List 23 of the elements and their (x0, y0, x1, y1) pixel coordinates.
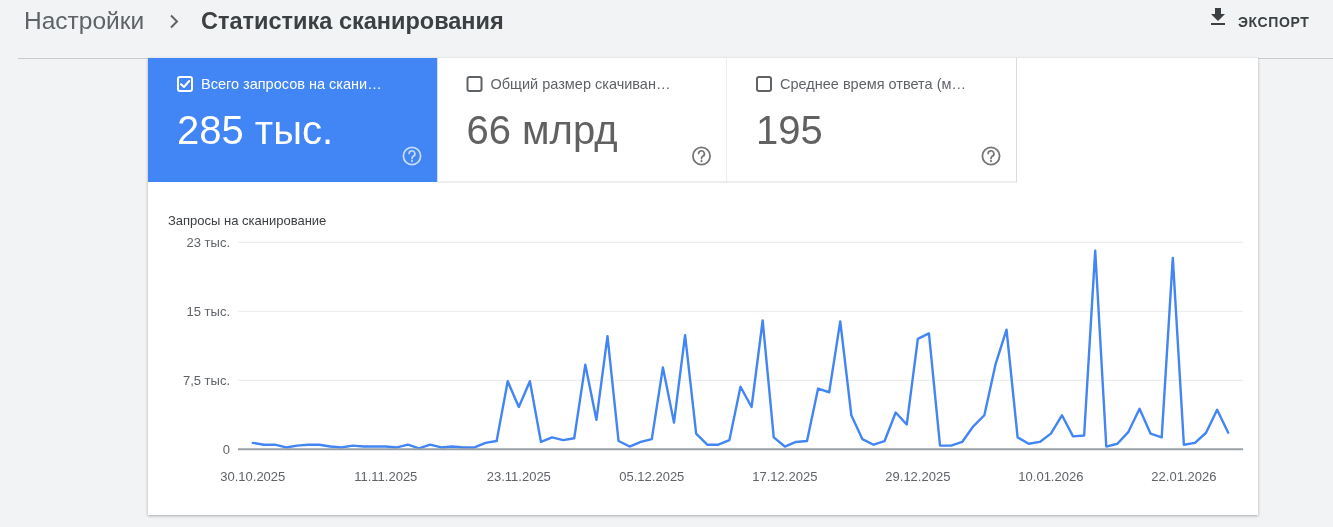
y-tick-label: 15 тыс. (186, 303, 230, 319)
text: Статистика сканирования (201, 8, 504, 34)
text: Всего запросов на скани… (201, 76, 382, 92)
y-tick-label: 7,5 тыс. (182, 372, 230, 388)
y-tick-label: 23 тыс. (186, 234, 230, 250)
text: 195 (756, 108, 823, 152)
text: Общий размер скачиван… (490, 76, 671, 92)
x-tick-label: 17.12.2025 (752, 469, 818, 484)
x-tick-label: 29.12.2025 (885, 469, 951, 484)
y-axis-title: Запросы на сканирование (168, 213, 327, 228)
x-tick-label: 11.11.2025 (354, 469, 418, 484)
text: ЭКСПОРТ (1238, 14, 1310, 30)
line-series (251, 249, 1230, 450)
text: Настройки (24, 7, 145, 34)
text: 66 млрд (466, 108, 618, 152)
y-tick-label: 0 (222, 441, 230, 457)
x-tick-label: 30.10.2025 (220, 469, 286, 484)
text: 285 тыс. (177, 108, 334, 152)
text: Среднее время ответа (м… (780, 76, 966, 92)
x-tick-label: 22.01.2026 (1151, 469, 1217, 484)
x-tick-label: 23.11.2025 (486, 469, 551, 484)
x-tick-label: 10.01.2026 (1018, 469, 1084, 484)
x-tick-label: 05.12.2025 (619, 469, 685, 484)
